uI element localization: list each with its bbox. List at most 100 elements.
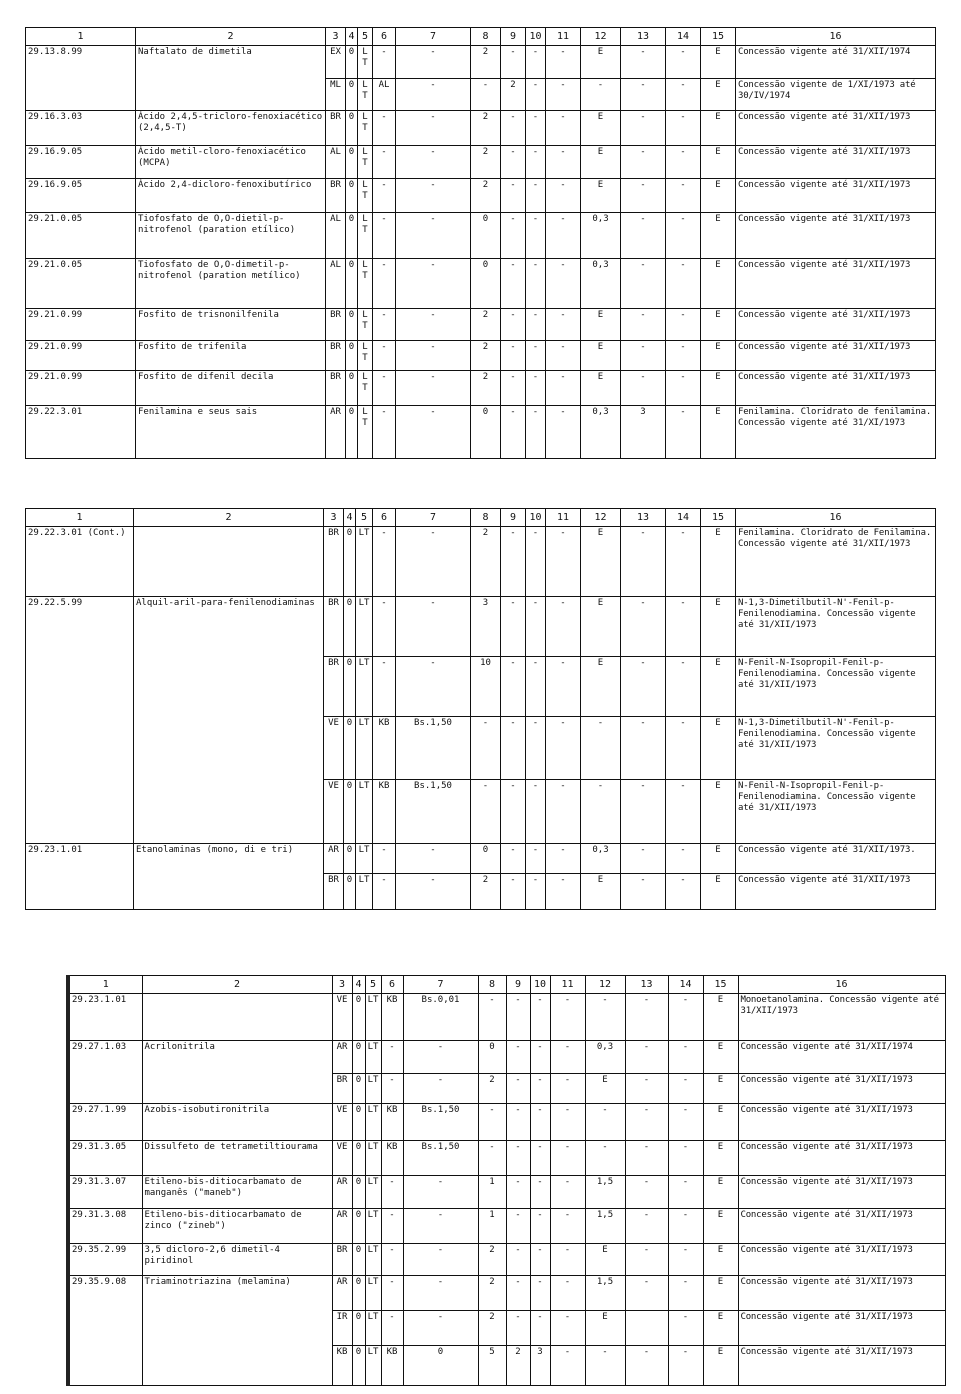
tariff-code: 29.23.1.01 (67, 993, 143, 1041)
column-6-cell: - (380, 1310, 404, 1346)
table-row: 29.27.1.03 Acrilonitrila AR 0 LT - -0- - -0,3- - E… (67, 1040, 946, 1104)
column-8-cell: 2 (470, 45, 501, 79)
column-7-cell: - (402, 1243, 479, 1276)
column-14-cell: - (665, 145, 701, 179)
column-4-cell: 0 (345, 340, 358, 371)
column-9-cell: - (500, 308, 526, 341)
column-5-cell: LT (355, 656, 373, 717)
column-10-cell: - (529, 1103, 551, 1141)
column-4-cell: 0 (351, 1345, 366, 1386)
table-row: 29.16.9.05 Ácido metil-cloro-fenoxiacétic… (25, 145, 936, 179)
column-header-16: 16 (735, 508, 936, 527)
column-14-cell: - (667, 1243, 704, 1276)
column-5-cell: LT (355, 716, 373, 780)
column-11-cell: - (549, 1243, 586, 1276)
column-4-cell: 0 (351, 1310, 366, 1346)
column-6-cell: KB (372, 779, 396, 844)
column-9-cell: - (500, 656, 526, 717)
column-15-cell: E (702, 1310, 739, 1346)
column-11-cell: - (549, 1175, 586, 1209)
column-4-cell: 0 (345, 110, 358, 146)
tariff-code: 29.27.1.03 (67, 1040, 143, 1104)
column-3-cell: AR (331, 1175, 353, 1209)
column-8-cell: 2 (477, 1243, 507, 1276)
column-3-cell: AR (331, 1208, 353, 1244)
column-header-3: 3 (323, 508, 344, 527)
column-7-cell: Bs.1,50 (402, 1140, 479, 1176)
column-15-cell: E (700, 779, 736, 844)
column-12-cell: - (584, 1345, 626, 1386)
column-15-cell: E (700, 843, 736, 874)
column-5-cell: LT (357, 212, 373, 259)
column-12-cell: - (580, 779, 621, 844)
column-10-cell: - (525, 78, 546, 111)
observation-cell: Monoetanolamina. Concessão vigente até 3… (737, 993, 946, 1041)
column-13-cell: - (620, 258, 666, 309)
observation-cell: Concessão vigente até 31/XII/1973 (735, 370, 936, 406)
column-12-cell: E (580, 873, 621, 910)
column-4-cell: 0 (343, 656, 356, 717)
column-11-cell: - (549, 1040, 586, 1074)
column-7-cell: - (395, 873, 471, 910)
column-6-cell: - (372, 145, 396, 179)
table-row: 29.35.9.08 Triaminotriazina (melamina) AR 0… (67, 1275, 946, 1386)
column-7-cell: - (395, 110, 471, 146)
column-13-cell: - (624, 1208, 669, 1244)
column-5-cell: LT (364, 1243, 382, 1276)
tariff-code: 29.31.3.05 (67, 1140, 143, 1176)
observation-cell: Concessão vigente até 31/XII/1973 (737, 1175, 946, 1209)
column-10-cell: - (525, 258, 546, 309)
observation-cell: N-Fenil-N-Isopropil-Fenil-p-Fenilenodiam… (735, 656, 936, 717)
column-3-cell: VE (331, 1103, 353, 1141)
column-9-cell: - (505, 1208, 531, 1244)
column-12-cell: E (580, 340, 621, 371)
column-13-cell: - (620, 656, 666, 717)
column-5-cell: LT (364, 1140, 382, 1176)
column-3-cell: BR (323, 526, 344, 597)
column-4-cell: 0 (351, 1073, 366, 1104)
observation-cell: Concessão vigente até 31/XII/1973 (737, 1208, 946, 1244)
column-3-cell: BR (331, 1243, 353, 1276)
product-description (141, 993, 333, 1041)
column-7-cell: - (402, 1310, 479, 1346)
column-11-cell: - (545, 258, 581, 309)
column-6-cell: - (372, 843, 396, 874)
column-14-cell: - (665, 258, 701, 309)
product-description: Dissulfeto de tetrametiltiourama (141, 1140, 333, 1176)
column-12-cell: E (580, 145, 621, 179)
column-9-cell: - (500, 370, 526, 406)
column-13-cell: - (624, 1040, 669, 1074)
observation-cell: Fenilamina. Cloridrato de fenilamina. Co… (735, 405, 936, 459)
column-5-cell: LT (357, 370, 373, 406)
table-row: 29.23.1.01 VE 0 LT KB Bs.0,01- - - - - - - E Monoetan… (67, 993, 946, 1041)
column-header-13: 13 (624, 975, 669, 994)
column-10-cell: - (525, 873, 546, 910)
column-14-cell: - (665, 779, 701, 844)
column-11-cell: - (549, 1140, 586, 1176)
column-15-cell: E (700, 308, 736, 341)
column-9-cell: 2 (500, 78, 526, 111)
column-11-cell: - (545, 212, 581, 259)
column-14-cell: - (667, 993, 704, 1041)
column-12-cell: 0,3 (580, 405, 621, 459)
column-header-9: 9 (505, 975, 531, 994)
column-6-cell: - (380, 1243, 404, 1276)
table-row: 29.21.0.99 Fosfito de trifenila BR 0 LT - -2- -… (25, 340, 936, 371)
column-9-cell: - (500, 178, 526, 213)
observation-cell: N-1,3-Dimetilbutil-N'-Fenil-p-Fenilenodi… (735, 716, 936, 780)
column-11-cell: - (545, 873, 581, 910)
column-6-cell: - (380, 1040, 404, 1074)
column-4-cell: 0 (345, 370, 358, 406)
column-12-cell: 0,3 (580, 258, 621, 309)
column-14-cell: - (665, 873, 701, 910)
column-6-cell: - (372, 370, 396, 406)
column-11-cell: - (549, 993, 586, 1041)
column-header-7: 7 (395, 508, 471, 527)
column-5-cell: LT (364, 1040, 382, 1074)
column-7-cell: 0 (402, 1345, 479, 1386)
column-15-cell: E (702, 1040, 739, 1074)
column-header-6: 6 (372, 508, 396, 527)
observation-cell: Concessão vigente de 1/XI/1973 até 30/IV… (735, 78, 936, 111)
column-8-cell: - (477, 1103, 507, 1141)
column-7-cell: - (395, 145, 471, 179)
